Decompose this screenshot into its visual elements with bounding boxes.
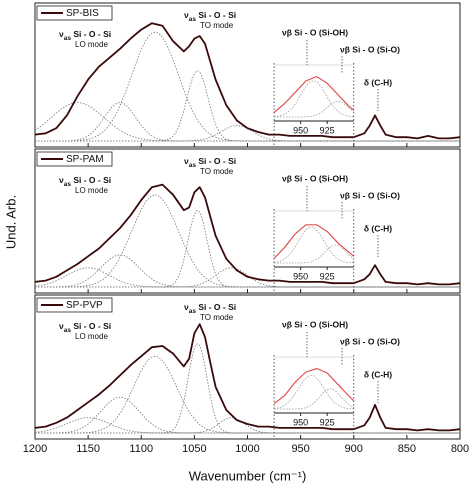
component-peak	[35, 267, 460, 288]
annotation: νas Si - O - Si	[59, 321, 111, 333]
panel-frame	[34, 2, 461, 148]
annotation-text: Si - O - Si	[196, 156, 236, 166]
legend-label: SP-BIS	[66, 8, 99, 19]
x-tick-label: 1050	[182, 443, 206, 455]
inset-tick-label: 950	[293, 125, 308, 135]
annotation-text: Si - O - Si	[71, 321, 111, 331]
annotation-text: Si - O - Si	[196, 302, 236, 312]
subscript: as	[64, 327, 72, 334]
legend-label: SP-PAM	[66, 154, 104, 165]
panel-frame	[34, 294, 461, 440]
x-tick-label: 1100	[129, 443, 153, 455]
symbol: ν	[184, 302, 189, 312]
inset-tick-label: 925	[320, 417, 335, 427]
annotation: νas Si - O - Si	[184, 10, 236, 22]
inset-component	[274, 100, 355, 118]
component-peak	[35, 355, 460, 434]
x-tick-label: 1000	[235, 443, 259, 455]
annotation: νas Si - O - Si	[184, 156, 236, 168]
component-peak	[35, 210, 460, 288]
subscript: as	[64, 35, 72, 42]
inset-fit	[273, 224, 355, 259]
x-tick-label: 900	[345, 443, 363, 455]
annotation: νβ Si - O (Si-OH)	[282, 27, 348, 37]
x-tick-label: 1200	[23, 443, 47, 455]
legend-box	[36, 151, 113, 167]
x-tick-label: 1150	[76, 443, 100, 455]
annotation: νβ Si - O (Si-OH)	[282, 319, 348, 329]
annotation: νβ Si - O (Si-OH)	[282, 173, 348, 183]
x-axis-label: Wavenumber (cm⁻¹)	[189, 468, 307, 483]
annotation-mode: TO mode	[200, 313, 234, 322]
component-peak	[35, 102, 460, 142]
x-tick-label: 850	[398, 443, 416, 455]
legend-box	[36, 5, 113, 21]
component-peak	[35, 254, 460, 288]
spectrum-line	[34, 22, 461, 140]
annotation: νβ Si - O (Si-O)	[340, 44, 400, 54]
annotation: νas Si - O - Si	[184, 302, 236, 314]
x-tick-label: 950	[291, 443, 309, 455]
inset-tick-label: 950	[293, 417, 308, 427]
legend-box	[36, 297, 113, 313]
annotation: νβ Si - O (Si-O)	[340, 190, 400, 200]
inset-tick-label: 925	[320, 125, 335, 135]
annotation: νas Si - O - Si	[59, 29, 111, 41]
annotation: νas Si - O - Si	[59, 175, 111, 187]
annotation-mode: LO mode	[75, 332, 108, 341]
annotation: δ (C-H)	[364, 77, 392, 87]
symbol: ν	[59, 175, 64, 185]
symbol: ν	[59, 29, 64, 39]
annotation-text: Si - O - Si	[196, 10, 236, 20]
subscript: as	[189, 162, 197, 169]
panel-frame	[34, 148, 461, 294]
subscript: as	[64, 181, 72, 188]
inset-component	[274, 374, 354, 410]
annotation-mode: LO mode	[75, 40, 108, 49]
subscript: as	[189, 308, 197, 315]
inset-component	[274, 244, 355, 264]
annotation-mode: TO mode	[200, 167, 234, 176]
x-tick-label: 800	[451, 443, 469, 455]
annotation: δ (C-H)	[364, 223, 392, 233]
inset-fit	[273, 367, 355, 405]
symbol: ν	[184, 10, 189, 20]
inset-component	[274, 226, 354, 264]
component-peak	[35, 396, 460, 434]
inset-tick-label: 950	[293, 271, 308, 281]
component-peak	[35, 194, 460, 288]
annotation: νβ Si - O (Si-O)	[340, 336, 400, 346]
annotation-text: Si - O - Si	[71, 175, 111, 185]
spectrum-line	[34, 183, 461, 286]
symbol: ν	[59, 321, 64, 331]
inset-component	[274, 388, 354, 410]
spectrum-line	[34, 323, 461, 432]
annotation: δ (C-H)	[364, 369, 392, 379]
annotation-text: Si - O - Si	[71, 29, 111, 39]
component-peak	[35, 70, 460, 142]
inset-tick-label: 925	[320, 271, 335, 281]
symbol: ν	[184, 156, 189, 166]
component-peak	[34, 102, 460, 142]
subscript: as	[189, 16, 197, 23]
annotation-mode: LO mode	[75, 186, 108, 195]
legend-label: SP-PVP	[66, 300, 103, 311]
annotation-mode: TO mode	[200, 21, 234, 30]
component-peak	[35, 343, 460, 434]
y-axis-label: Und. Arb.	[3, 195, 18, 249]
inset-fit	[273, 75, 355, 113]
